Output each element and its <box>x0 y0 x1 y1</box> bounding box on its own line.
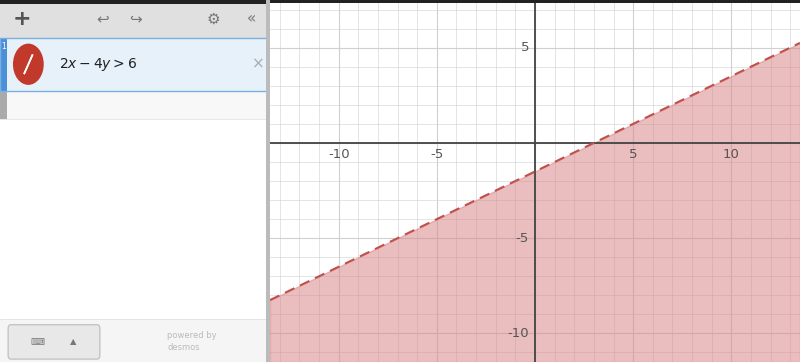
Text: 10: 10 <box>723 148 740 161</box>
Bar <box>0 90 6 119</box>
Circle shape <box>13 43 44 85</box>
Text: ×: × <box>251 57 264 72</box>
Bar <box>0 319 270 362</box>
Bar <box>0 38 6 90</box>
Text: +: + <box>12 9 31 29</box>
Text: ▲: ▲ <box>70 337 76 346</box>
Text: 5: 5 <box>521 41 529 54</box>
Bar <box>0 38 270 90</box>
Text: ↪: ↪ <box>129 12 142 26</box>
Text: -5: -5 <box>430 148 443 161</box>
Text: -10: -10 <box>328 148 350 161</box>
Text: ⌨: ⌨ <box>30 337 45 347</box>
Bar <box>0 38 270 90</box>
Bar <box>0 0 270 4</box>
Text: 1: 1 <box>1 42 6 51</box>
Text: «: « <box>246 12 256 26</box>
Bar <box>266 0 270 362</box>
Bar <box>270 0 800 3</box>
Bar <box>0 90 270 119</box>
Text: -10: -10 <box>507 327 529 340</box>
Text: 5: 5 <box>629 148 638 161</box>
Text: -5: -5 <box>516 232 529 245</box>
Text: $2x-4y>6$: $2x-4y>6$ <box>59 56 138 73</box>
Text: powered by
desmos: powered by desmos <box>167 331 217 352</box>
Bar <box>0 0 270 38</box>
Text: 2: 2 <box>1 92 6 101</box>
Text: ⚙: ⚙ <box>206 12 220 26</box>
Text: ↩: ↩ <box>96 12 109 26</box>
Bar <box>0 38 270 90</box>
FancyBboxPatch shape <box>8 325 100 359</box>
